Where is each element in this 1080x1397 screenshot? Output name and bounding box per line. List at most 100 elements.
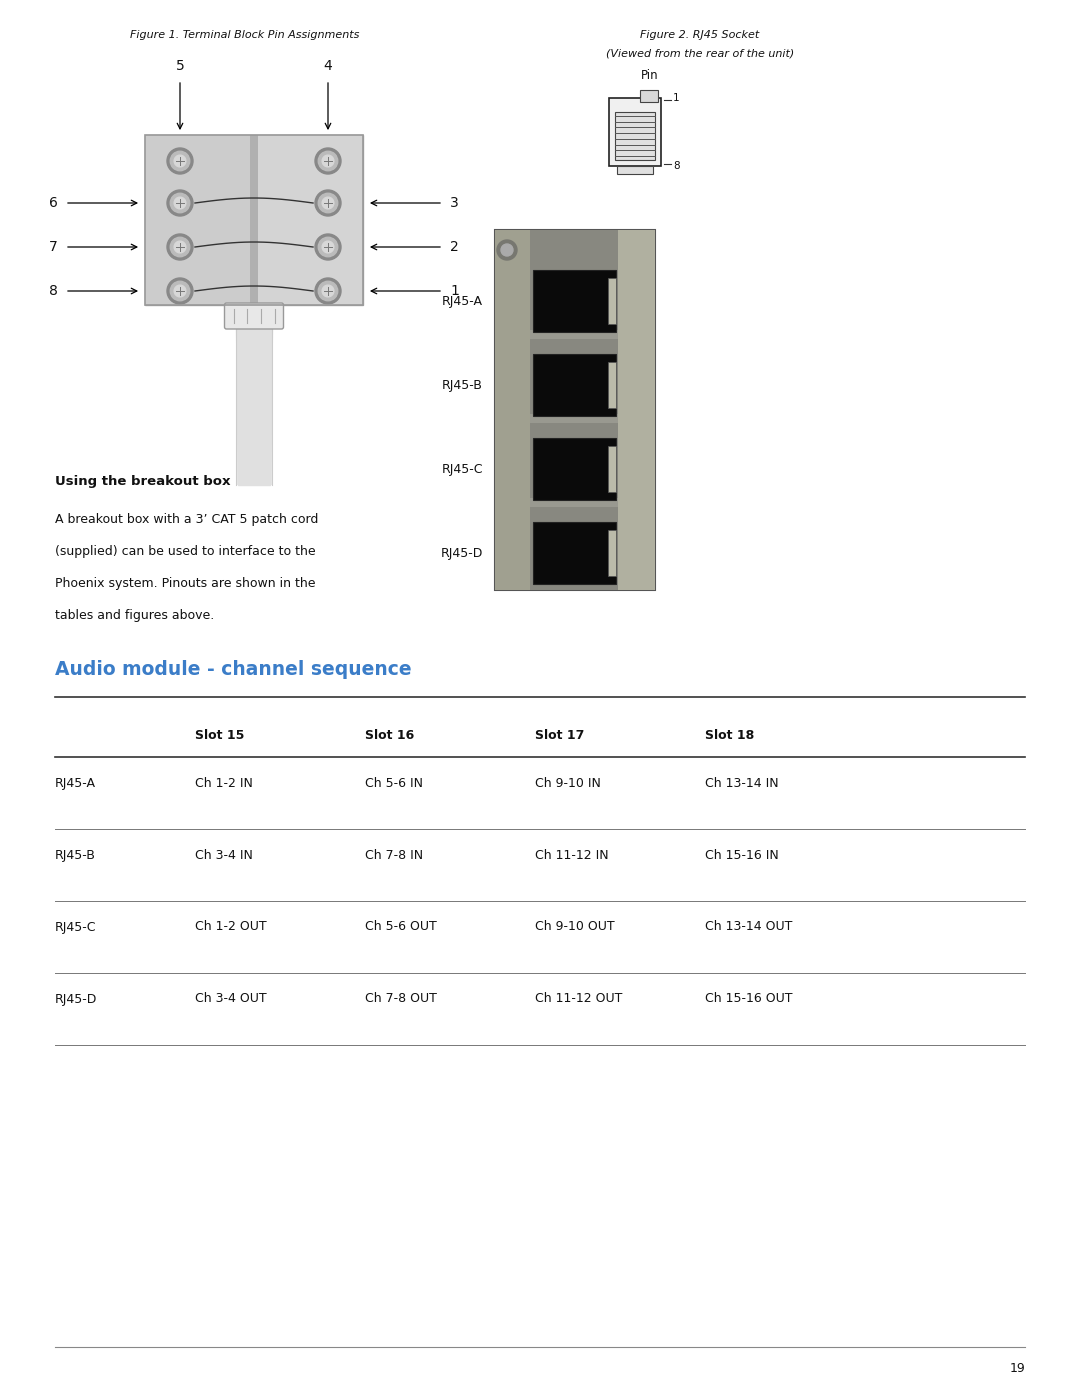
Text: 6: 6 xyxy=(49,196,58,210)
Text: 2: 2 xyxy=(450,240,459,254)
Bar xyxy=(608,446,617,492)
Circle shape xyxy=(174,155,186,166)
Bar xyxy=(530,414,618,423)
Text: Ch 15-16 OUT: Ch 15-16 OUT xyxy=(705,992,793,1006)
Text: Figure 1. Terminal Block Pin Assignments: Figure 1. Terminal Block Pin Assignments xyxy=(131,29,360,41)
Bar xyxy=(532,439,616,500)
Circle shape xyxy=(315,190,341,217)
Text: Ch 11-12 OUT: Ch 11-12 OUT xyxy=(535,992,622,1006)
Circle shape xyxy=(322,155,334,166)
Text: 19: 19 xyxy=(1009,1362,1025,1376)
Circle shape xyxy=(171,193,190,212)
Circle shape xyxy=(171,237,190,257)
Text: RJ45-B: RJ45-B xyxy=(55,848,96,862)
Text: RJ45-C: RJ45-C xyxy=(442,462,483,475)
Bar xyxy=(609,98,661,166)
Bar xyxy=(530,231,618,590)
Text: A breakout box with a 3’ CAT 5 patch cord: A breakout box with a 3’ CAT 5 patch cor… xyxy=(55,513,319,527)
Circle shape xyxy=(319,237,338,257)
FancyBboxPatch shape xyxy=(225,303,283,330)
Bar xyxy=(237,327,272,485)
Text: 1: 1 xyxy=(450,284,459,298)
Circle shape xyxy=(171,281,190,300)
Text: Using the breakout box: Using the breakout box xyxy=(55,475,230,488)
Text: Ch 7-8 IN: Ch 7-8 IN xyxy=(365,848,423,862)
Bar xyxy=(532,522,616,584)
Bar xyxy=(608,362,617,408)
Text: Slot 17: Slot 17 xyxy=(535,728,584,742)
Text: Ch 5-6 IN: Ch 5-6 IN xyxy=(365,777,423,789)
Text: Ch 9-10 IN: Ch 9-10 IN xyxy=(535,777,600,789)
Text: Ch 7-8 OUT: Ch 7-8 OUT xyxy=(365,992,437,1006)
Text: Ch 9-10 OUT: Ch 9-10 OUT xyxy=(535,921,615,933)
Text: Ch 1-2 IN: Ch 1-2 IN xyxy=(195,777,253,789)
Circle shape xyxy=(319,151,338,170)
Bar xyxy=(145,136,363,305)
Circle shape xyxy=(319,193,338,212)
Bar xyxy=(608,278,617,324)
Text: RJ45-C: RJ45-C xyxy=(55,921,96,933)
Bar xyxy=(608,529,617,576)
Text: RJ45-D: RJ45-D xyxy=(55,992,97,1006)
Text: Ch 11-12 IN: Ch 11-12 IN xyxy=(535,848,609,862)
Text: Slot 15: Slot 15 xyxy=(195,728,244,742)
Circle shape xyxy=(315,148,341,175)
Circle shape xyxy=(174,197,186,208)
Circle shape xyxy=(167,190,193,217)
Text: Ch 13-14 OUT: Ch 13-14 OUT xyxy=(705,921,793,933)
Circle shape xyxy=(315,278,341,305)
Text: tables and figures above.: tables and figures above. xyxy=(55,609,214,622)
Text: Phoenix system. Pinouts are shown in the: Phoenix system. Pinouts are shown in the xyxy=(55,577,315,590)
Text: Ch 1-2 OUT: Ch 1-2 OUT xyxy=(195,921,267,933)
Bar xyxy=(495,231,654,590)
Bar xyxy=(258,136,363,305)
Text: 7: 7 xyxy=(50,240,58,254)
Bar xyxy=(249,136,258,305)
Circle shape xyxy=(167,278,193,305)
Text: 5: 5 xyxy=(176,59,185,73)
Text: 1: 1 xyxy=(673,94,679,103)
Bar xyxy=(618,231,654,590)
Circle shape xyxy=(322,197,334,208)
Text: Slot 18: Slot 18 xyxy=(705,728,754,742)
Circle shape xyxy=(171,151,190,170)
Text: Ch 3-4 IN: Ch 3-4 IN xyxy=(195,848,253,862)
Text: Ch 5-6 OUT: Ch 5-6 OUT xyxy=(365,921,436,933)
Text: Figure 2. RJ45 Socket: Figure 2. RJ45 Socket xyxy=(640,29,759,41)
Bar xyxy=(615,112,654,161)
Bar xyxy=(532,353,616,416)
Text: RJ45-A: RJ45-A xyxy=(55,777,96,789)
Circle shape xyxy=(319,281,338,300)
Circle shape xyxy=(174,242,186,253)
Text: 8: 8 xyxy=(673,161,679,170)
Circle shape xyxy=(167,148,193,175)
Bar xyxy=(145,136,363,305)
Bar xyxy=(530,330,618,338)
Text: (supplied) can be used to interface to the: (supplied) can be used to interface to t… xyxy=(55,545,315,557)
Circle shape xyxy=(501,244,513,256)
Circle shape xyxy=(167,235,193,260)
Text: Ch 15-16 IN: Ch 15-16 IN xyxy=(705,848,779,862)
Text: Slot 16: Slot 16 xyxy=(365,728,415,742)
Bar xyxy=(495,231,530,590)
Circle shape xyxy=(174,285,186,296)
Text: Ch 3-4 OUT: Ch 3-4 OUT xyxy=(195,992,267,1006)
Text: 8: 8 xyxy=(49,284,58,298)
Circle shape xyxy=(322,285,334,296)
Text: Ch 13-14 IN: Ch 13-14 IN xyxy=(705,777,779,789)
Bar xyxy=(532,270,616,332)
Text: (Viewed from the rear of the unit): (Viewed from the rear of the unit) xyxy=(606,47,794,59)
Text: RJ45-B: RJ45-B xyxy=(442,379,483,391)
Text: Audio module - channel sequence: Audio module - channel sequence xyxy=(55,659,411,679)
Circle shape xyxy=(497,240,517,260)
Circle shape xyxy=(315,235,341,260)
Text: RJ45-D: RJ45-D xyxy=(441,546,483,560)
Text: Pin: Pin xyxy=(642,68,659,81)
Text: 4: 4 xyxy=(324,59,333,73)
Text: RJ45-A: RJ45-A xyxy=(442,295,483,307)
Bar xyxy=(530,497,618,507)
FancyBboxPatch shape xyxy=(640,89,659,102)
Text: 3: 3 xyxy=(450,196,459,210)
Circle shape xyxy=(322,242,334,253)
Bar xyxy=(145,136,249,305)
